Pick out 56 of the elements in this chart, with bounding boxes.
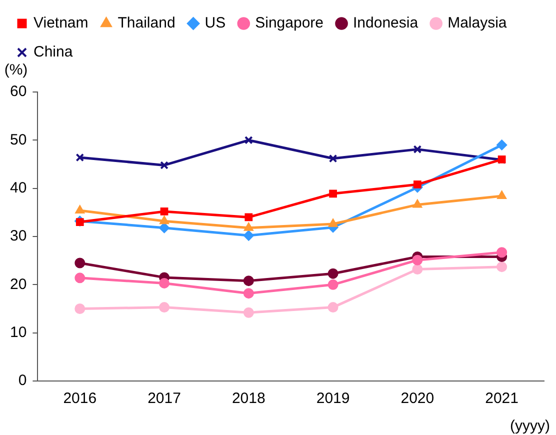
point: [412, 254, 423, 266]
legend-label: Thailand: [118, 14, 176, 32]
y-tick-label: 60: [10, 83, 27, 100]
point: [496, 262, 508, 272]
point: [159, 222, 170, 234]
point: [244, 222, 254, 231]
y-tick-label: 50: [10, 131, 27, 148]
point: [496, 247, 508, 258]
y-tick-label: 30: [10, 228, 27, 245]
point: [243, 230, 254, 241]
point: [243, 276, 254, 286]
point: [74, 304, 86, 314]
x-tick-label: 2021: [485, 390, 518, 408]
point: [244, 136, 253, 144]
point: [413, 180, 422, 188]
x-tick-label: 2019: [316, 390, 350, 408]
legend-label: Indonesia: [353, 14, 419, 32]
y-tick-label: 0: [18, 372, 27, 390]
point: [412, 264, 423, 275]
legend-label: US: [204, 14, 226, 32]
point: [328, 302, 338, 313]
point: [496, 140, 508, 150]
point: [159, 278, 170, 288]
point: [159, 302, 170, 313]
y-tick-label: 10: [10, 324, 27, 341]
point: [244, 213, 253, 222]
legend-label: China: [34, 44, 74, 61]
y-axis-title: (%): [4, 62, 28, 79]
x-tick-label: 2017: [148, 390, 181, 408]
legend-label: Malaysia: [448, 14, 508, 32]
point: [412, 199, 422, 208]
legend-label: Singapore: [255, 14, 324, 32]
x-tick-label: 2020: [400, 390, 434, 408]
point: [413, 145, 422, 154]
point: [329, 190, 337, 198]
legend-label: Vietnam: [34, 14, 88, 32]
y-tick-label: 40: [10, 179, 27, 196]
point: [160, 208, 168, 216]
point: [328, 218, 338, 227]
point: [76, 218, 84, 226]
point: [328, 154, 338, 163]
point: [160, 216, 169, 224]
x-axis-title: (yyyy): [510, 418, 550, 435]
point: [328, 279, 338, 290]
y-tick-label: 20: [10, 276, 27, 293]
point: [74, 272, 86, 284]
x-tick-label: 2016: [63, 390, 97, 408]
point: [328, 268, 338, 279]
x-tick-label: 2018: [232, 390, 266, 408]
point: [243, 307, 254, 318]
point: [497, 190, 506, 200]
point: [243, 288, 254, 299]
point: [160, 161, 168, 170]
point: [76, 153, 84, 162]
point: [74, 258, 86, 268]
point: [75, 205, 85, 214]
